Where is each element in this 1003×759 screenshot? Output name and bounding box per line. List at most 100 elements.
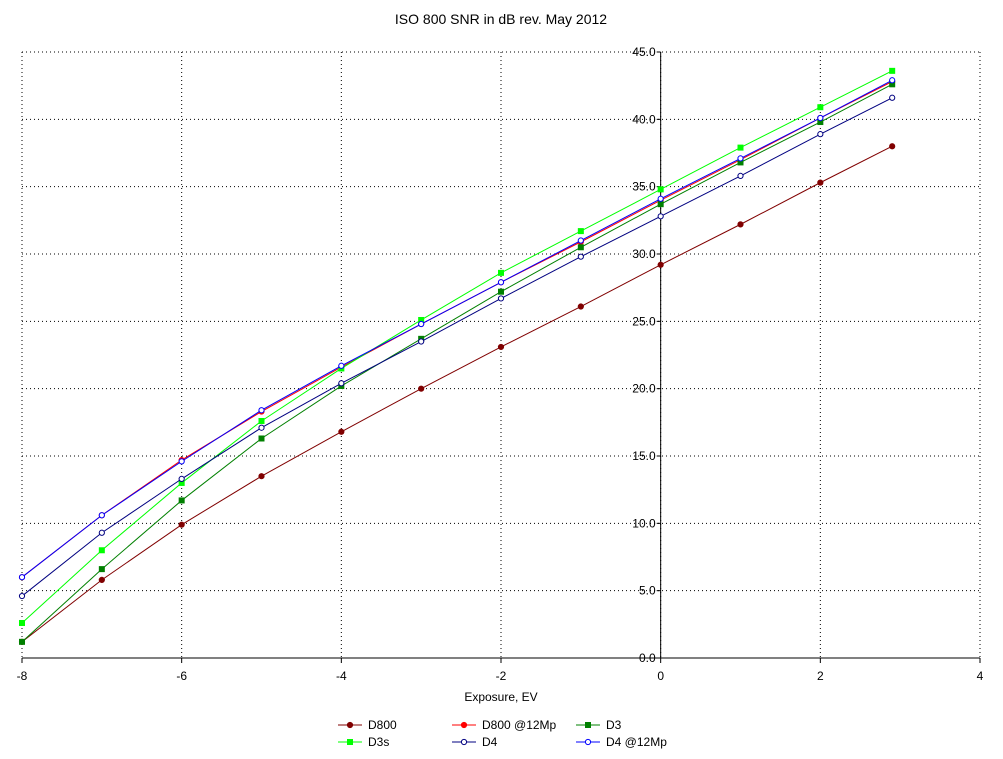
data-point: [657, 261, 664, 268]
y-tick-label: 20.0: [632, 382, 656, 396]
data-point: [577, 253, 584, 260]
series-line: [21, 79, 893, 578]
data-point: [418, 385, 425, 392]
data-point: [19, 619, 25, 626]
legend-label: D4: [482, 735, 498, 749]
legend-item: D3s: [338, 735, 389, 749]
data-point: [178, 497, 185, 504]
legend-item: D4: [452, 735, 498, 749]
data-point: [889, 94, 896, 101]
data-point: [258, 407, 265, 414]
series-line: [21, 145, 893, 643]
series-line: [21, 83, 893, 643]
legend-label: D800 @12Mp: [482, 718, 557, 732]
legend-label: D4 @12Mp: [606, 735, 667, 749]
legend-swatch-marker: [584, 738, 592, 746]
x-tick-label: -2: [496, 669, 507, 683]
y-tick-label: 5.0: [639, 584, 656, 598]
data-point: [737, 172, 744, 179]
x-tick-label: -6: [176, 669, 187, 683]
data-point: [18, 592, 26, 600]
data-point: [418, 320, 425, 328]
y-tick-label: 0.0: [639, 651, 656, 665]
legend-swatch-marker: [585, 722, 591, 728]
data-point: [98, 529, 105, 536]
x-tick-label: 0: [657, 669, 664, 683]
y-tick-label: 25.0: [632, 314, 656, 328]
legend-item: D3: [576, 718, 622, 732]
legend-swatch-marker: [460, 738, 468, 746]
data-point: [737, 155, 744, 162]
data-point: [258, 417, 265, 424]
data-point: [817, 131, 824, 138]
data-point: [817, 179, 824, 186]
y-tick-label: 45.0: [632, 45, 656, 59]
data-point: [498, 288, 504, 295]
data-point: [18, 574, 26, 581]
y-tick-labels: 0.0 5.0 10.0 15.0 20.0 25.0 30.0 35.0 40.0 45.0: [632, 45, 656, 665]
series-line: [21, 70, 893, 624]
data-point: [178, 475, 185, 482]
legend-swatch-marker: [460, 721, 468, 729]
data-point: [889, 143, 896, 150]
data-point: [498, 269, 504, 276]
y-tick-label: 30.0: [632, 247, 656, 261]
data-point: [737, 144, 744, 151]
data-point: [657, 195, 664, 202]
series-line: [21, 97, 893, 597]
data-point: [497, 295, 505, 302]
chart-title: ISO 800 SNR in dB rev. May 2012: [395, 11, 607, 27]
data-point: [889, 67, 896, 74]
data-point: [657, 186, 664, 193]
legend-label: D3s: [368, 735, 389, 749]
data-point: [338, 428, 345, 435]
data-point: [338, 380, 345, 387]
data-point: [258, 473, 265, 480]
data-point: [338, 362, 345, 369]
data-point: [889, 77, 896, 84]
data-point: [98, 566, 105, 573]
data-point: [418, 338, 425, 345]
x-tick-label: -8: [17, 669, 28, 683]
data-point: [258, 435, 265, 442]
x-tick-label: 4: [977, 669, 984, 683]
legend-item: D4 @12Mp: [576, 735, 667, 749]
x-axis-label: Exposure, EV: [464, 690, 537, 704]
y-tick-label: 15.0: [632, 449, 656, 463]
data-point: [657, 213, 664, 220]
series-d3: [19, 81, 896, 645]
y-tick-label: 10.0: [632, 516, 656, 530]
data-point: [178, 521, 185, 528]
data-point: [497, 343, 505, 351]
legend-swatch-marker: [347, 739, 353, 745]
legend-swatch-marker: [346, 721, 354, 729]
series-d4-12mp: [18, 77, 896, 581]
axes: [21, 51, 981, 663]
data-point: [258, 424, 265, 431]
legend-label: D800: [368, 718, 397, 732]
data-point: [657, 201, 664, 208]
legend-label: D3: [606, 718, 622, 732]
data-point: [497, 279, 505, 286]
data-point: [577, 228, 584, 235]
legend-item: D800: [338, 718, 397, 732]
x-tick-labels: -8 -6 -4 -2 0 2 4: [17, 669, 984, 683]
legend-item: D800 @12Mp: [452, 718, 557, 732]
data-point: [98, 547, 105, 554]
data-point: [19, 638, 25, 645]
data-point: [178, 458, 185, 465]
y-tick-label: 35.0: [632, 180, 656, 194]
data-series: [18, 67, 896, 645]
legend: D800 D800 @12Mp D3 D3s D4 D4 @12Mp: [338, 718, 667, 749]
series-d4: [18, 94, 896, 600]
y-tick-label: 40.0: [632, 112, 656, 126]
x-tick-label: 2: [817, 669, 824, 683]
data-point: [98, 576, 105, 583]
data-point: [817, 104, 824, 111]
data-point: [817, 114, 824, 122]
data-point: [98, 512, 105, 519]
data-point: [577, 303, 584, 310]
x-tick-label: -4: [336, 669, 347, 683]
